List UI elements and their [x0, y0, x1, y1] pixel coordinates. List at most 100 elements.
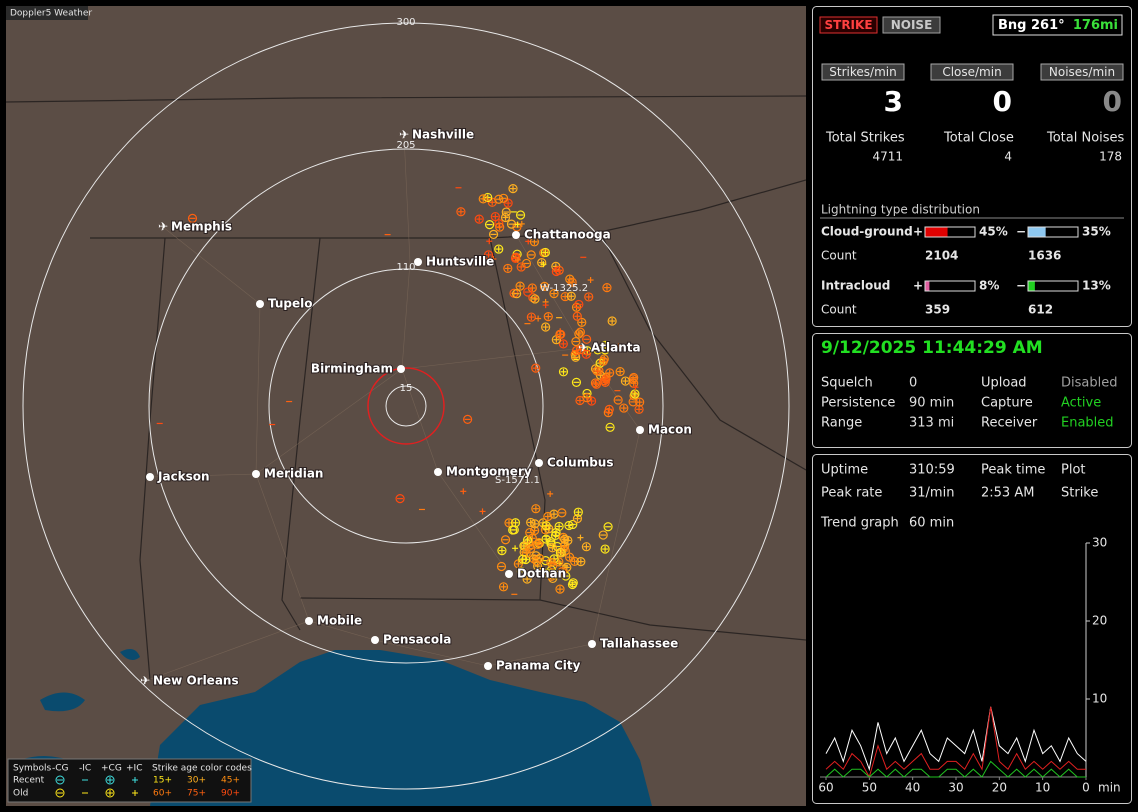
trend-line — [825, 706, 1087, 772]
city-dot — [588, 640, 596, 648]
distribution: Cloud-ground Count + 45% 2104 − 35% 1636 Intracl… — [821, 225, 1111, 317]
count: 2104 — [925, 249, 958, 263]
strike — [516, 262, 526, 272]
noise-button[interactable] — [882, 16, 941, 34]
strike — [546, 571, 557, 581]
strike-ring — [543, 511, 553, 522]
strike-ring — [490, 211, 500, 222]
city-dot — [371, 636, 379, 644]
strike — [593, 345, 603, 355]
strike — [557, 567, 567, 577]
strike-ring — [592, 366, 602, 376]
setting-label: Receiver — [981, 416, 1038, 431]
strike-ring — [523, 287, 533, 297]
strike-ring — [565, 274, 575, 284]
sign: + — [913, 225, 923, 239]
strike — [484, 220, 495, 230]
strike-ring — [522, 574, 532, 584]
city-dot — [256, 300, 264, 308]
strike — [567, 277, 577, 287]
city-label: Columbus — [547, 456, 614, 470]
strike — [512, 289, 522, 299]
range-label: 300 — [396, 17, 415, 28]
strike — [629, 378, 639, 388]
strike-ring — [494, 219, 504, 229]
strike — [500, 535, 511, 545]
strike — [602, 283, 612, 293]
strike — [187, 213, 198, 223]
strike-ring — [516, 567, 527, 577]
strike-ring — [501, 207, 511, 217]
strike — [514, 256, 521, 263]
city-label: Tallahassee — [600, 637, 678, 651]
strike — [558, 339, 568, 349]
strike — [547, 543, 558, 553]
strike — [496, 561, 507, 572]
strike — [535, 315, 542, 322]
strike — [541, 521, 551, 531]
noise-button-label: NOISE — [891, 18, 933, 32]
y-tick-label: 30 — [1092, 536, 1107, 550]
strike — [508, 525, 518, 535]
strike — [503, 263, 513, 274]
legend-header: Symbols — [13, 764, 52, 774]
strike — [512, 545, 519, 552]
strike — [599, 375, 610, 386]
strike-ring — [496, 561, 507, 572]
strike — [474, 214, 484, 224]
strike-button[interactable] — [819, 16, 878, 34]
percent: 45% — [979, 225, 1008, 239]
strike-ring — [599, 375, 610, 386]
strike-ring — [544, 524, 554, 534]
x-tick-label: 0 — [1082, 781, 1090, 795]
strike — [571, 352, 581, 362]
x-tick-label: 20 — [992, 781, 1007, 795]
strike-ring — [500, 212, 511, 223]
percent: 35% — [1082, 225, 1111, 239]
strike — [605, 368, 615, 378]
strike-ring — [531, 504, 541, 514]
rate-value: 0 — [993, 85, 1012, 118]
legend-ring — [105, 775, 115, 785]
bar — [1028, 227, 1046, 237]
strike — [554, 521, 564, 532]
strike-ring — [531, 551, 541, 561]
strike — [395, 494, 405, 504]
legend-header: -CG — [52, 764, 69, 774]
panel-settings — [812, 333, 1132, 448]
strike-ring — [546, 537, 556, 547]
strike-ring — [557, 548, 567, 558]
count: 359 — [925, 303, 950, 317]
strike — [584, 292, 594, 302]
strike-ring — [547, 543, 558, 553]
strike-ring — [613, 395, 623, 405]
legend-age: 75+ — [187, 789, 206, 799]
strike-ring — [584, 292, 594, 302]
city-dot — [512, 231, 520, 239]
city-label: Memphis — [171, 220, 232, 234]
strike-ring — [515, 210, 526, 220]
strike — [582, 393, 592, 403]
strike — [508, 184, 518, 194]
sign: − — [1016, 279, 1026, 293]
strike-ring — [497, 546, 507, 556]
sign: + — [913, 279, 923, 293]
city-dot — [397, 365, 405, 373]
strike — [531, 551, 541, 561]
city-label: Birmingham — [311, 362, 393, 376]
strike-ring — [558, 339, 568, 349]
stat-label: Peak time — [981, 463, 1045, 478]
strike-ring — [571, 345, 582, 356]
count-label: Count — [821, 249, 857, 263]
legend-symbol — [132, 777, 138, 783]
strike — [518, 220, 525, 227]
distance: 176mi — [1073, 18, 1118, 33]
strike — [557, 508, 567, 518]
city-label: New Orleans — [153, 674, 239, 688]
strike-ring — [590, 378, 601, 388]
strike-ring — [503, 198, 513, 208]
stat-label: Peak rate — [821, 486, 882, 501]
strike — [483, 250, 494, 260]
